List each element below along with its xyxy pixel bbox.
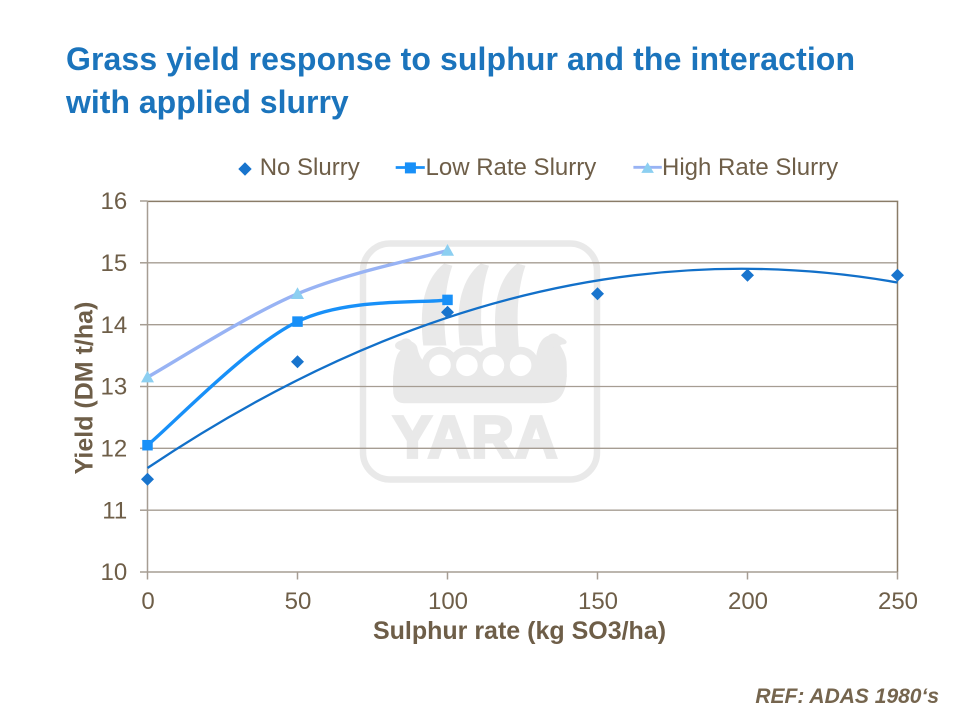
svg-text:150: 150 bbox=[578, 588, 618, 615]
svg-text:250: 250 bbox=[878, 588, 918, 615]
svg-text:50: 50 bbox=[285, 588, 312, 615]
svg-text:100: 100 bbox=[428, 588, 468, 615]
svg-text:Sulphur rate (kg SO3/ha): Sulphur rate (kg SO3/ha) bbox=[373, 617, 666, 645]
svg-text:High Rate Slurry: High Rate Slurry bbox=[662, 154, 838, 181]
svg-text:No Slurry: No Slurry bbox=[260, 154, 360, 181]
svg-text:10: 10 bbox=[100, 559, 127, 586]
svg-text:15: 15 bbox=[100, 250, 127, 277]
svg-text:YARA: YARA bbox=[393, 405, 559, 471]
svg-text:14: 14 bbox=[100, 312, 127, 339]
svg-text:0: 0 bbox=[141, 588, 154, 615]
svg-text:11: 11 bbox=[102, 497, 127, 524]
svg-text:Low Rate Slurry: Low Rate Slurry bbox=[426, 154, 597, 181]
svg-text:200: 200 bbox=[728, 588, 768, 615]
svg-text:Yield (DM t/ha): Yield (DM t/ha) bbox=[71, 302, 99, 475]
svg-text:Grass yield response to sulphu: Grass yield response to sulphur and the … bbox=[66, 41, 855, 77]
svg-text:with applied slurry: with applied slurry bbox=[65, 84, 349, 120]
svg-text:16: 16 bbox=[100, 188, 127, 215]
svg-text:REF: ADAS 1980‘s: REF: ADAS 1980‘s bbox=[755, 685, 939, 708]
svg-text:12: 12 bbox=[100, 436, 127, 463]
svg-text:13: 13 bbox=[100, 374, 127, 401]
